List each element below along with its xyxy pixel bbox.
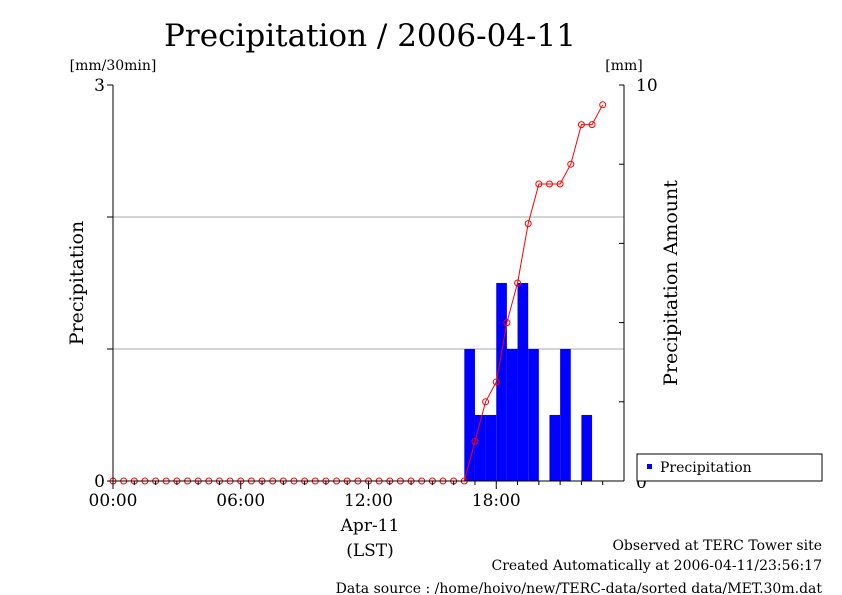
gridlines xyxy=(113,216,624,350)
footer-observed: Observed at TERC Tower site xyxy=(612,538,822,554)
left-tick-label: 3 xyxy=(94,76,105,96)
left-tick-label: 0 xyxy=(94,472,105,492)
amount-point xyxy=(577,121,585,129)
amount-point xyxy=(482,398,490,406)
precipitation-bar xyxy=(506,349,518,481)
precipitation-bars xyxy=(464,283,593,481)
right-tick-label: 10 xyxy=(636,76,658,96)
amount-point xyxy=(535,180,543,188)
legend-label: Precipitation xyxy=(660,460,752,476)
precipitation-bar xyxy=(517,283,529,481)
legend: Precipitation xyxy=(636,453,823,482)
precipitation-bar xyxy=(581,415,593,481)
precipitation-bar xyxy=(560,349,571,481)
left-axis-title: Precipitation xyxy=(66,221,88,345)
right-axis-title: Precipitation Amount xyxy=(660,180,682,386)
amount-point xyxy=(503,319,511,327)
precipitation-bar xyxy=(496,283,507,481)
precipitation-bar xyxy=(549,415,561,481)
precipitation-bar xyxy=(474,415,486,481)
amount-point xyxy=(492,378,500,386)
amount-point xyxy=(556,180,564,188)
tick-labels: 0 3 0 10 00:00 06:00 12:00 18:00 xyxy=(89,76,658,511)
precipitation-bar xyxy=(485,415,497,481)
amount-point xyxy=(588,121,596,129)
right-tick-label: 0 xyxy=(636,473,647,493)
x-date-label: Apr-11 xyxy=(340,516,400,536)
chart-title: Precipitation / 2006-04-11 xyxy=(164,18,576,54)
precipitation-bar xyxy=(528,349,539,481)
x-tick-label: 06:00 xyxy=(216,491,265,511)
plot-axes xyxy=(112,85,625,482)
amount-point xyxy=(567,160,575,168)
x-timezone-label: (LST) xyxy=(346,541,394,561)
amount-point xyxy=(524,220,532,228)
x-tick-label: 12:00 xyxy=(344,491,393,511)
tick-marks xyxy=(107,84,624,489)
amount-point xyxy=(545,180,553,188)
amount-point xyxy=(471,437,479,445)
footer-source: Data source : /home/hoivo/new/TERC-data/… xyxy=(336,581,823,595)
amount-point xyxy=(514,279,522,287)
precipitation-bar xyxy=(464,349,475,481)
left-unit-label: [mm/30min] xyxy=(70,58,157,74)
right-unit-label: [mm] xyxy=(605,58,642,74)
x-tick-label: 00:00 xyxy=(89,491,138,511)
footer-created: Created Automatically at 2006-04-11/23:5… xyxy=(491,558,822,574)
x-tick-label: 18:00 xyxy=(472,491,521,511)
legend-box xyxy=(636,453,823,482)
amount-point xyxy=(599,101,607,109)
legend-swatch xyxy=(647,464,652,469)
